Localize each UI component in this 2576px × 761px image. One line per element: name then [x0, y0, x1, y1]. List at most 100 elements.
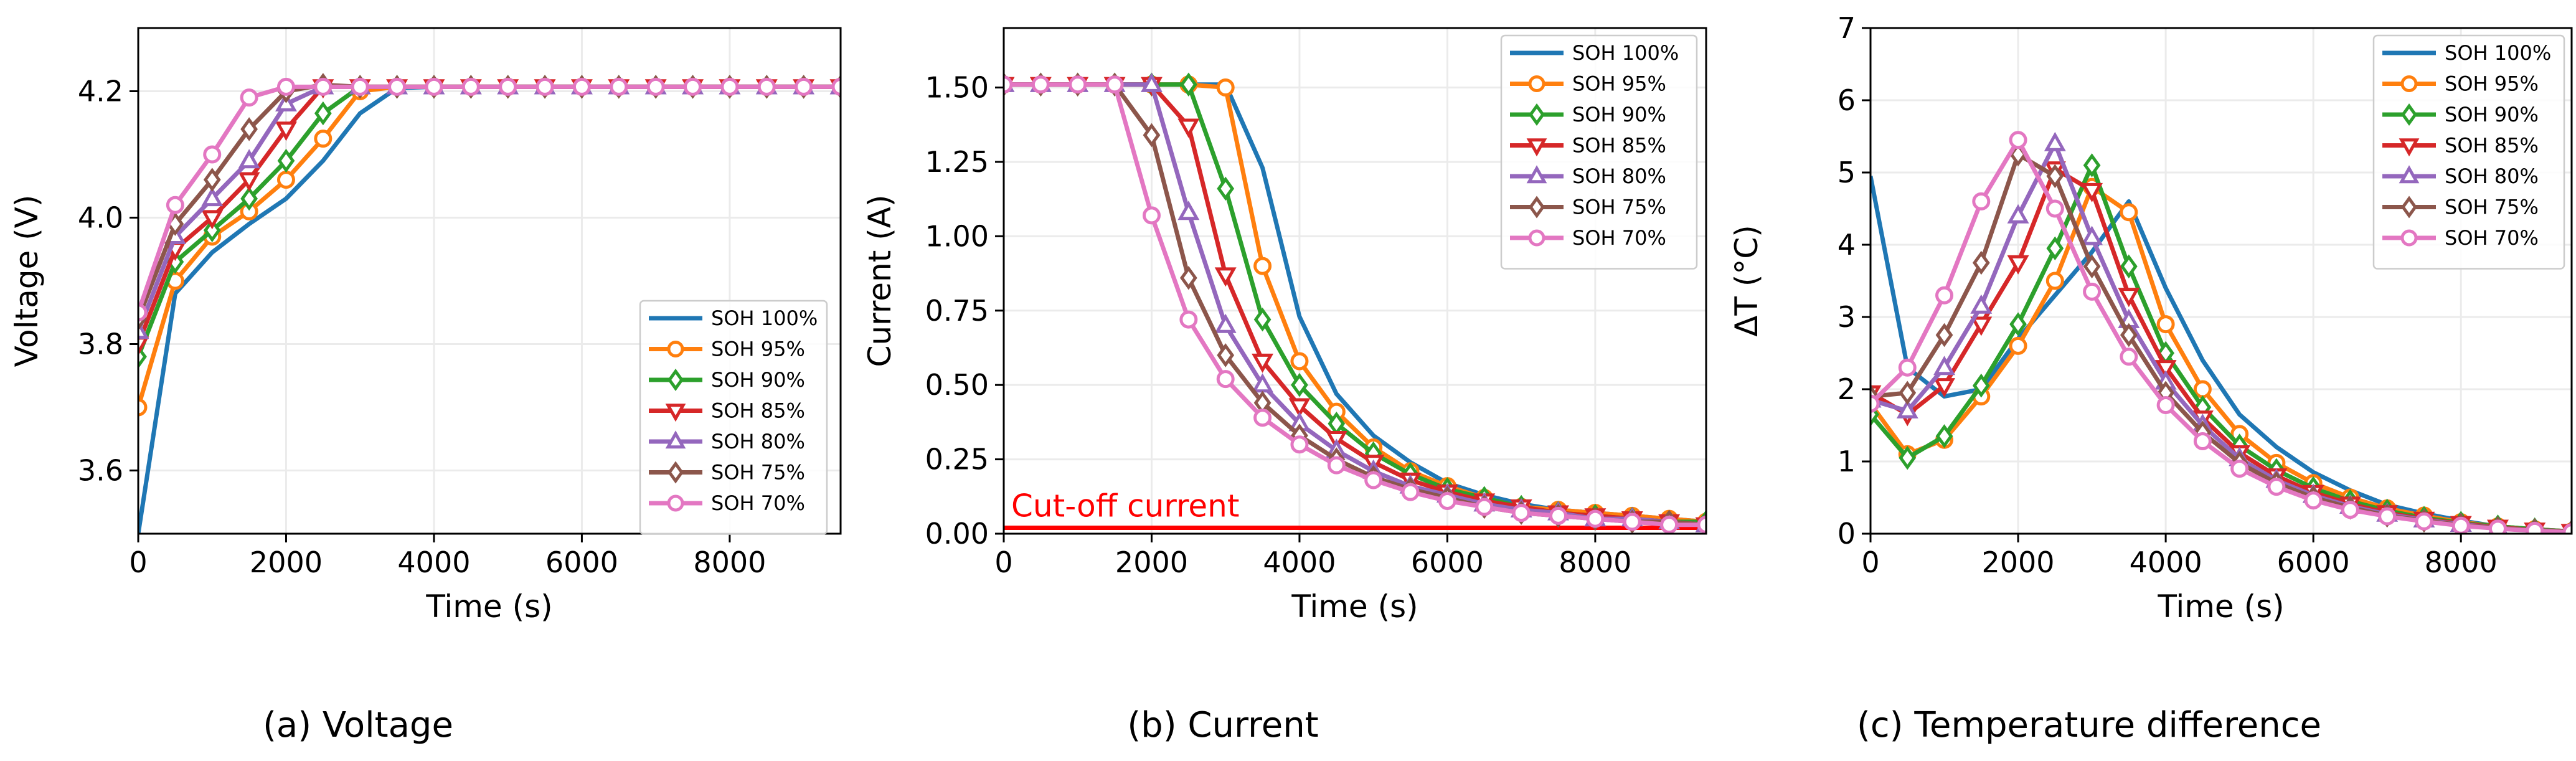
axes-frame: [1869, 27, 2573, 535]
data-point: [240, 88, 258, 107]
chart-temperature: 0 2000 4000 6000 8000 0 1 2 3 4 5 6 7 Time (s) ΔT (°C)…: [1729, 11, 2573, 625]
x-tick-label: 0: [994, 546, 1012, 579]
series-layer: [1871, 131, 2572, 534]
data-point: [138, 336, 149, 356]
legend-box: [1500, 34, 1698, 270]
data-point: [203, 218, 221, 243]
data-point: [2378, 507, 2397, 526]
x-tick-label: 8000: [1559, 546, 1631, 579]
data-point: [276, 77, 295, 96]
data-point: [1401, 483, 1420, 501]
legend-label: SOH 75%: [1572, 196, 1666, 219]
data-point: [1970, 316, 1993, 336]
data-point: [1364, 471, 1383, 489]
y-tick-label: 1.25: [925, 145, 989, 179]
data-point: [1288, 398, 1311, 418]
data-point: [2009, 131, 2027, 149]
x-tick-label: 4000: [1263, 546, 1336, 579]
data-point: [2044, 131, 2066, 151]
data-point: [2193, 432, 2212, 451]
legend-label: SOH 90%: [2445, 103, 2539, 126]
y-tick-label: 0.00: [925, 517, 989, 551]
data-point: [314, 130, 333, 148]
legend-swatch-marker: [668, 461, 684, 484]
data-point: [572, 77, 591, 96]
legend-swatch-marker: [665, 404, 686, 422]
data-point: [425, 77, 443, 96]
axes-frame: [1003, 27, 1707, 535]
legend-swatch-marker: [1528, 229, 1545, 247]
legend-label: SOH 70%: [711, 491, 805, 515]
x-tick-label: 0: [129, 546, 147, 579]
data-point: [1143, 123, 1161, 148]
data-point: [1660, 516, 1679, 534]
y-tick-label: 3.8: [78, 328, 123, 361]
y-tick-label: 0.25: [925, 443, 989, 476]
legend-label: SOH 100%: [1572, 41, 1679, 65]
legend-swatch-marker: [1526, 165, 1547, 184]
data-point: [1179, 265, 1197, 290]
legend-label: SOH 70%: [2445, 226, 2539, 250]
legend-swatch-marker: [2401, 103, 2417, 126]
y-tick-label: 1.00: [925, 219, 989, 253]
legend-label: SOH 90%: [1572, 103, 1666, 126]
legend-label: SOH 80%: [2445, 164, 2539, 188]
legend-swatch-marker: [668, 368, 684, 392]
y-tick-label: 0.75: [925, 294, 989, 328]
data-point: [2562, 523, 2572, 534]
y-tick-label: 4.0: [78, 201, 123, 235]
data-point: [1697, 516, 1706, 534]
y-tick-label: 0.50: [925, 368, 989, 402]
data-point: [1475, 498, 1494, 516]
y-axis-label: Current (A): [862, 195, 898, 367]
data-point: [2156, 315, 2175, 334]
data-point: [2341, 501, 2359, 519]
data-point: [610, 77, 628, 96]
data-point: [2046, 236, 2064, 261]
y-tick-label: 7: [1838, 11, 1856, 45]
legend-label: SOH 100%: [711, 306, 818, 330]
legend-swatch-marker: [667, 341, 684, 357]
data-point: [2120, 323, 2138, 347]
legend-swatch-marker: [2400, 229, 2418, 247]
data-point: [1177, 118, 1200, 138]
x-tick-label: 6000: [2277, 546, 2350, 579]
data-point: [1031, 75, 1050, 94]
data-point: [138, 319, 149, 339]
data-point: [1179, 310, 1198, 329]
data-point: [2118, 288, 2140, 308]
data-point: [2267, 478, 2286, 496]
legend-swatch-marker: [2401, 196, 2417, 219]
data-point: [314, 77, 333, 96]
data-point: [240, 186, 258, 211]
data-point: [2488, 519, 2507, 534]
data-point: [684, 77, 702, 96]
data-point: [1327, 456, 1346, 475]
y-tick-label: 1: [1838, 445, 1856, 478]
data-point: [1972, 373, 1990, 398]
data-point: [1214, 313, 1237, 333]
data-point: [1177, 201, 1200, 220]
series-layer: [1004, 72, 1706, 534]
data-point: [2045, 199, 2064, 218]
data-point: [2154, 360, 2177, 380]
data-point: [2120, 254, 2138, 279]
data-point: [535, 77, 554, 96]
data-point: [1252, 353, 1274, 373]
data-point: [2415, 512, 2433, 531]
data-point: [2007, 204, 2029, 224]
caption-current: (b) Current: [1127, 705, 1318, 745]
data-point: [1216, 78, 1235, 97]
data-point: [1871, 394, 1880, 413]
legend-label: SOH 85%: [2445, 134, 2539, 158]
legend-swatch-marker: [2399, 138, 2420, 157]
data-point: [201, 187, 224, 207]
data-point: [1179, 72, 1197, 97]
x-tick-label: 2000: [1982, 546, 2055, 579]
legend-swatch-marker: [1528, 75, 1545, 92]
x-tick-label: 2000: [1115, 546, 1188, 579]
legend-label: SOH 85%: [1572, 134, 1666, 158]
data-point: [1438, 491, 1456, 510]
